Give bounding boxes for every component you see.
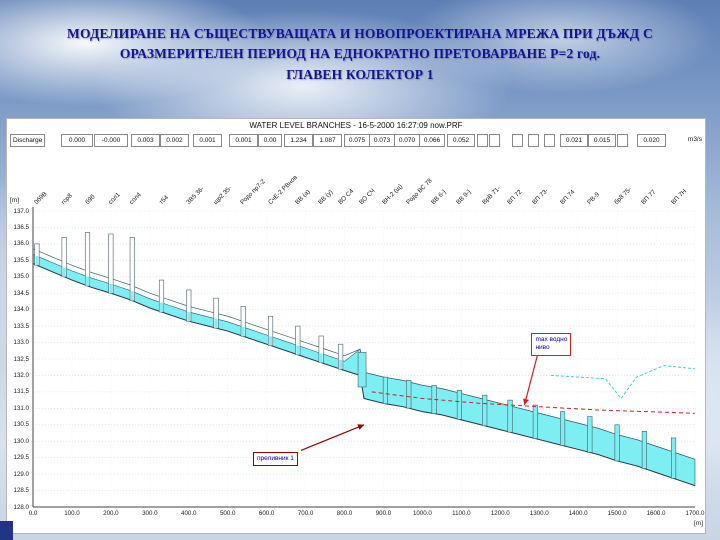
x-tick-label: 1700.0 [685, 510, 705, 517]
annotation-box: преливник 1 [253, 451, 298, 467]
y-tick-label: 130.5 [13, 421, 29, 429]
discharge-value-cell: 0.003 [131, 134, 160, 147]
y-tick-label: 132.0 [13, 371, 29, 379]
y-tick-label: 137.0 [13, 207, 29, 215]
discharge-value-cell: 0.075 [344, 134, 370, 147]
corner-decoration [0, 521, 13, 540]
discharge-value-cell: -0.000 [94, 134, 128, 147]
x-tick-label: 1300.0 [529, 510, 549, 517]
x-tick-label: 1500.0 [607, 510, 627, 517]
y-tick-label: 135.5 [13, 256, 29, 264]
y-tick-label: 132.5 [13, 355, 29, 363]
discharge-value-cell [544, 134, 555, 147]
y-tick-label: 134.5 [13, 289, 29, 297]
y-tick-label: 131.0 [13, 404, 29, 412]
y-tick-label: 134.0 [13, 306, 29, 314]
discharge-value-cell: 0.015 [588, 134, 616, 147]
discharge-value-cell [477, 134, 488, 147]
y-tick-label: 135.0 [13, 273, 29, 281]
y-tick-label: 129.0 [13, 470, 29, 478]
y-tick-label: 136.0 [13, 240, 29, 248]
discharge-value-cell: 0.001 [193, 134, 222, 147]
x-tick-label: 0.0 [28, 510, 38, 517]
x-tick-label: 1600.0 [646, 510, 666, 517]
discharge-value-cell: 0.066 [419, 134, 445, 147]
y-tick-label: 130.0 [13, 437, 29, 445]
title-line-1: МОДЕЛИРАНЕ НА СЪЩЕСТВУВАЩАТА И НОВОПРОЕК… [67, 26, 653, 41]
x-tick-label: 100.0 [64, 510, 80, 517]
slide-title: МОДЕЛИРАНЕ НА СЪЩЕСТВУВАЩАТА И НОВОПРОЕК… [0, 24, 720, 85]
x-tick-label: 200.0 [103, 510, 119, 517]
x-tick-label: 500.0 [219, 510, 236, 517]
x-tick-label: 700.0 [297, 510, 314, 517]
x-tick-label: 600.0 [258, 510, 275, 517]
x-tick-label: 1100.0 [452, 510, 471, 517]
discharge-unit: m3/s [687, 136, 702, 143]
chart-title: WATER LEVEL BRANCHES - 16-5-2000 16:27:0… [249, 121, 463, 130]
discharge-value-cell: 0.021 [560, 134, 588, 147]
y-tick-label: 133.5 [13, 322, 29, 330]
title-line-3: ГЛАВЕН КОЛЕКТОР 1 [286, 66, 434, 82]
discharge-value-cell: 1.087 [313, 134, 342, 147]
x-tick-label: 1000.0 [412, 510, 432, 517]
y-tick-label: 136.5 [13, 223, 29, 231]
discharge-label: Discharge [10, 134, 46, 147]
profile-chart-panel: WATER LEVEL BRANCHES - 16-5-2000 16:27:0… [6, 118, 706, 534]
x-axis-unit: [m] [693, 520, 703, 527]
discharge-value-cell: 0.052 [447, 134, 475, 147]
x-tick-label: 800.0 [336, 510, 353, 517]
y-tick-label: 133.0 [13, 339, 29, 347]
annotation-box: max водно ниво [531, 332, 572, 356]
discharge-value-cell: 0.000 [61, 134, 93, 147]
discharge-value-cell: 1.234 [284, 134, 313, 147]
discharge-value-cell [512, 134, 523, 147]
x-tick-label: 400.0 [181, 510, 197, 517]
x-tick-label: 1200.0 [490, 510, 510, 517]
y-tick-label: 129.5 [13, 454, 29, 462]
discharge-value-cell: 0.00 [258, 134, 282, 147]
discharge-value-cell [617, 134, 628, 147]
y-tick-label: 131.5 [13, 388, 29, 396]
x-tick-label: 1400.0 [568, 510, 588, 517]
discharge-row: Discharge m3/s 0.000 -0.000 0.003 0.002 0.00… [7, 132, 705, 149]
x-tick-label: 300.0 [142, 510, 158, 517]
discharge-value-cell: 0.020 [637, 134, 666, 147]
y-tick-label: 128.5 [13, 487, 29, 495]
discharge-value-cell: 0.001 [229, 134, 258, 147]
x-tick-label: 900.0 [375, 510, 392, 517]
y-axis-unit: [m] [10, 197, 20, 204]
y-tick-label: 128.0 [13, 503, 29, 511]
discharge-value-cell: 0.002 [160, 134, 189, 147]
discharge-value-cell [489, 134, 500, 147]
title-line-2: ОРАЗМЕРИТЕЛЕН ПЕРИОД НА ЕДНОКРАТНО ПРЕТО… [119, 46, 601, 62]
profile-plot [32, 207, 696, 508]
discharge-value-cell [528, 134, 539, 147]
